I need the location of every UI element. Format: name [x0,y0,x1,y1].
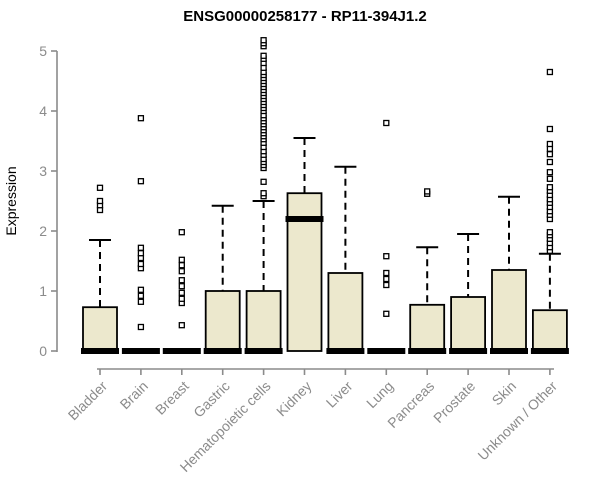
outlier-point [546,184,554,191]
outlier-point [546,229,554,236]
outlier-point [137,250,145,257]
outlier-point [546,125,554,133]
outlier-point [383,310,390,317]
boxplot-breast [162,229,201,354]
x-tick-label: Bladder [65,378,111,424]
outlier-point [260,52,267,59]
boxplot-hematopoietic-cells [244,37,283,354]
outlier-point [137,286,145,293]
x-tick-label: Lung [363,378,396,411]
outlier-point [383,269,390,277]
outlier-point [96,197,104,205]
median-line [367,348,406,354]
box [327,272,364,352]
box-series [81,37,569,354]
median-line [449,348,488,354]
x-tick-label: Liver [323,378,356,411]
x-tick-label: Breast [152,378,192,418]
y-tick-label: 2 [39,223,47,239]
outlier-point [383,281,390,289]
outlier-point [137,260,145,268]
median-line [81,348,119,354]
y-axis: 0 1 2 3 4 5 [39,43,58,359]
outlier-point [546,158,554,166]
outlier-point [546,140,554,148]
median-line [408,348,447,354]
outlier-point [137,298,145,305]
box [245,290,282,352]
outlier-point [260,190,267,197]
box [82,306,118,352]
outlier-point [260,37,267,44]
outlier-point [178,256,185,263]
x-tick-label: Prostate [430,378,478,426]
chart-title: ENSG00000258177 - RP11-394J1.2 [183,8,427,25]
outlier-point [137,323,145,331]
boxplot-lung [367,119,406,354]
y-tick-label: 1 [39,283,47,299]
x-tick-label: Skin [489,378,520,409]
box [450,296,487,352]
outlier-point [178,268,185,275]
median-line [162,348,201,354]
outlier-point [178,283,185,290]
boxplot-bladder [81,184,119,354]
outlier-point [96,184,104,191]
y-tick-label: 3 [39,163,47,179]
y-tick-label: 0 [39,343,47,359]
outlier-point [137,178,145,185]
outlier-point [260,178,267,185]
outlier-point [546,169,554,176]
outlier-point [178,289,185,296]
outlier-point [546,151,554,158]
boxplot-unknown-other [530,68,569,354]
outlier-point [137,244,145,251]
boxplot-gastric [203,204,242,354]
outlier-point [383,119,390,127]
median-line [203,348,242,354]
boxplot-liver [326,165,365,354]
boxplot-prostate [449,233,488,354]
boxplot-brain [121,115,160,354]
outlier-point [137,115,145,122]
median-line [326,348,365,354]
boxplot-pancreas [408,188,447,354]
y-axis-label: Expression [3,166,19,235]
outlier-point [178,229,185,236]
outlier-point [137,292,145,299]
box [491,269,527,352]
median-line [530,348,569,354]
x-tick-label: Brain [117,378,151,412]
median-line [244,348,283,354]
median-line [490,348,528,354]
y-tick-label: 5 [39,43,47,59]
outlier-point [178,262,185,269]
box [409,303,446,352]
outlier-point [383,253,390,260]
median-line [121,348,160,354]
box [204,290,241,352]
outlier-point [178,322,185,329]
box [532,309,568,352]
median-line [285,216,324,222]
outlier-point [178,295,185,302]
outlier-point [546,68,554,76]
y-tick-label: 4 [39,103,47,119]
outlier-point [546,175,554,182]
outlier-point [383,275,390,283]
boxplot-skin [490,195,528,354]
x-tick-label: Kidney [273,378,315,420]
outlier-point [424,188,431,195]
boxplot-kidney [285,137,324,352]
outlier-point [178,277,185,284]
